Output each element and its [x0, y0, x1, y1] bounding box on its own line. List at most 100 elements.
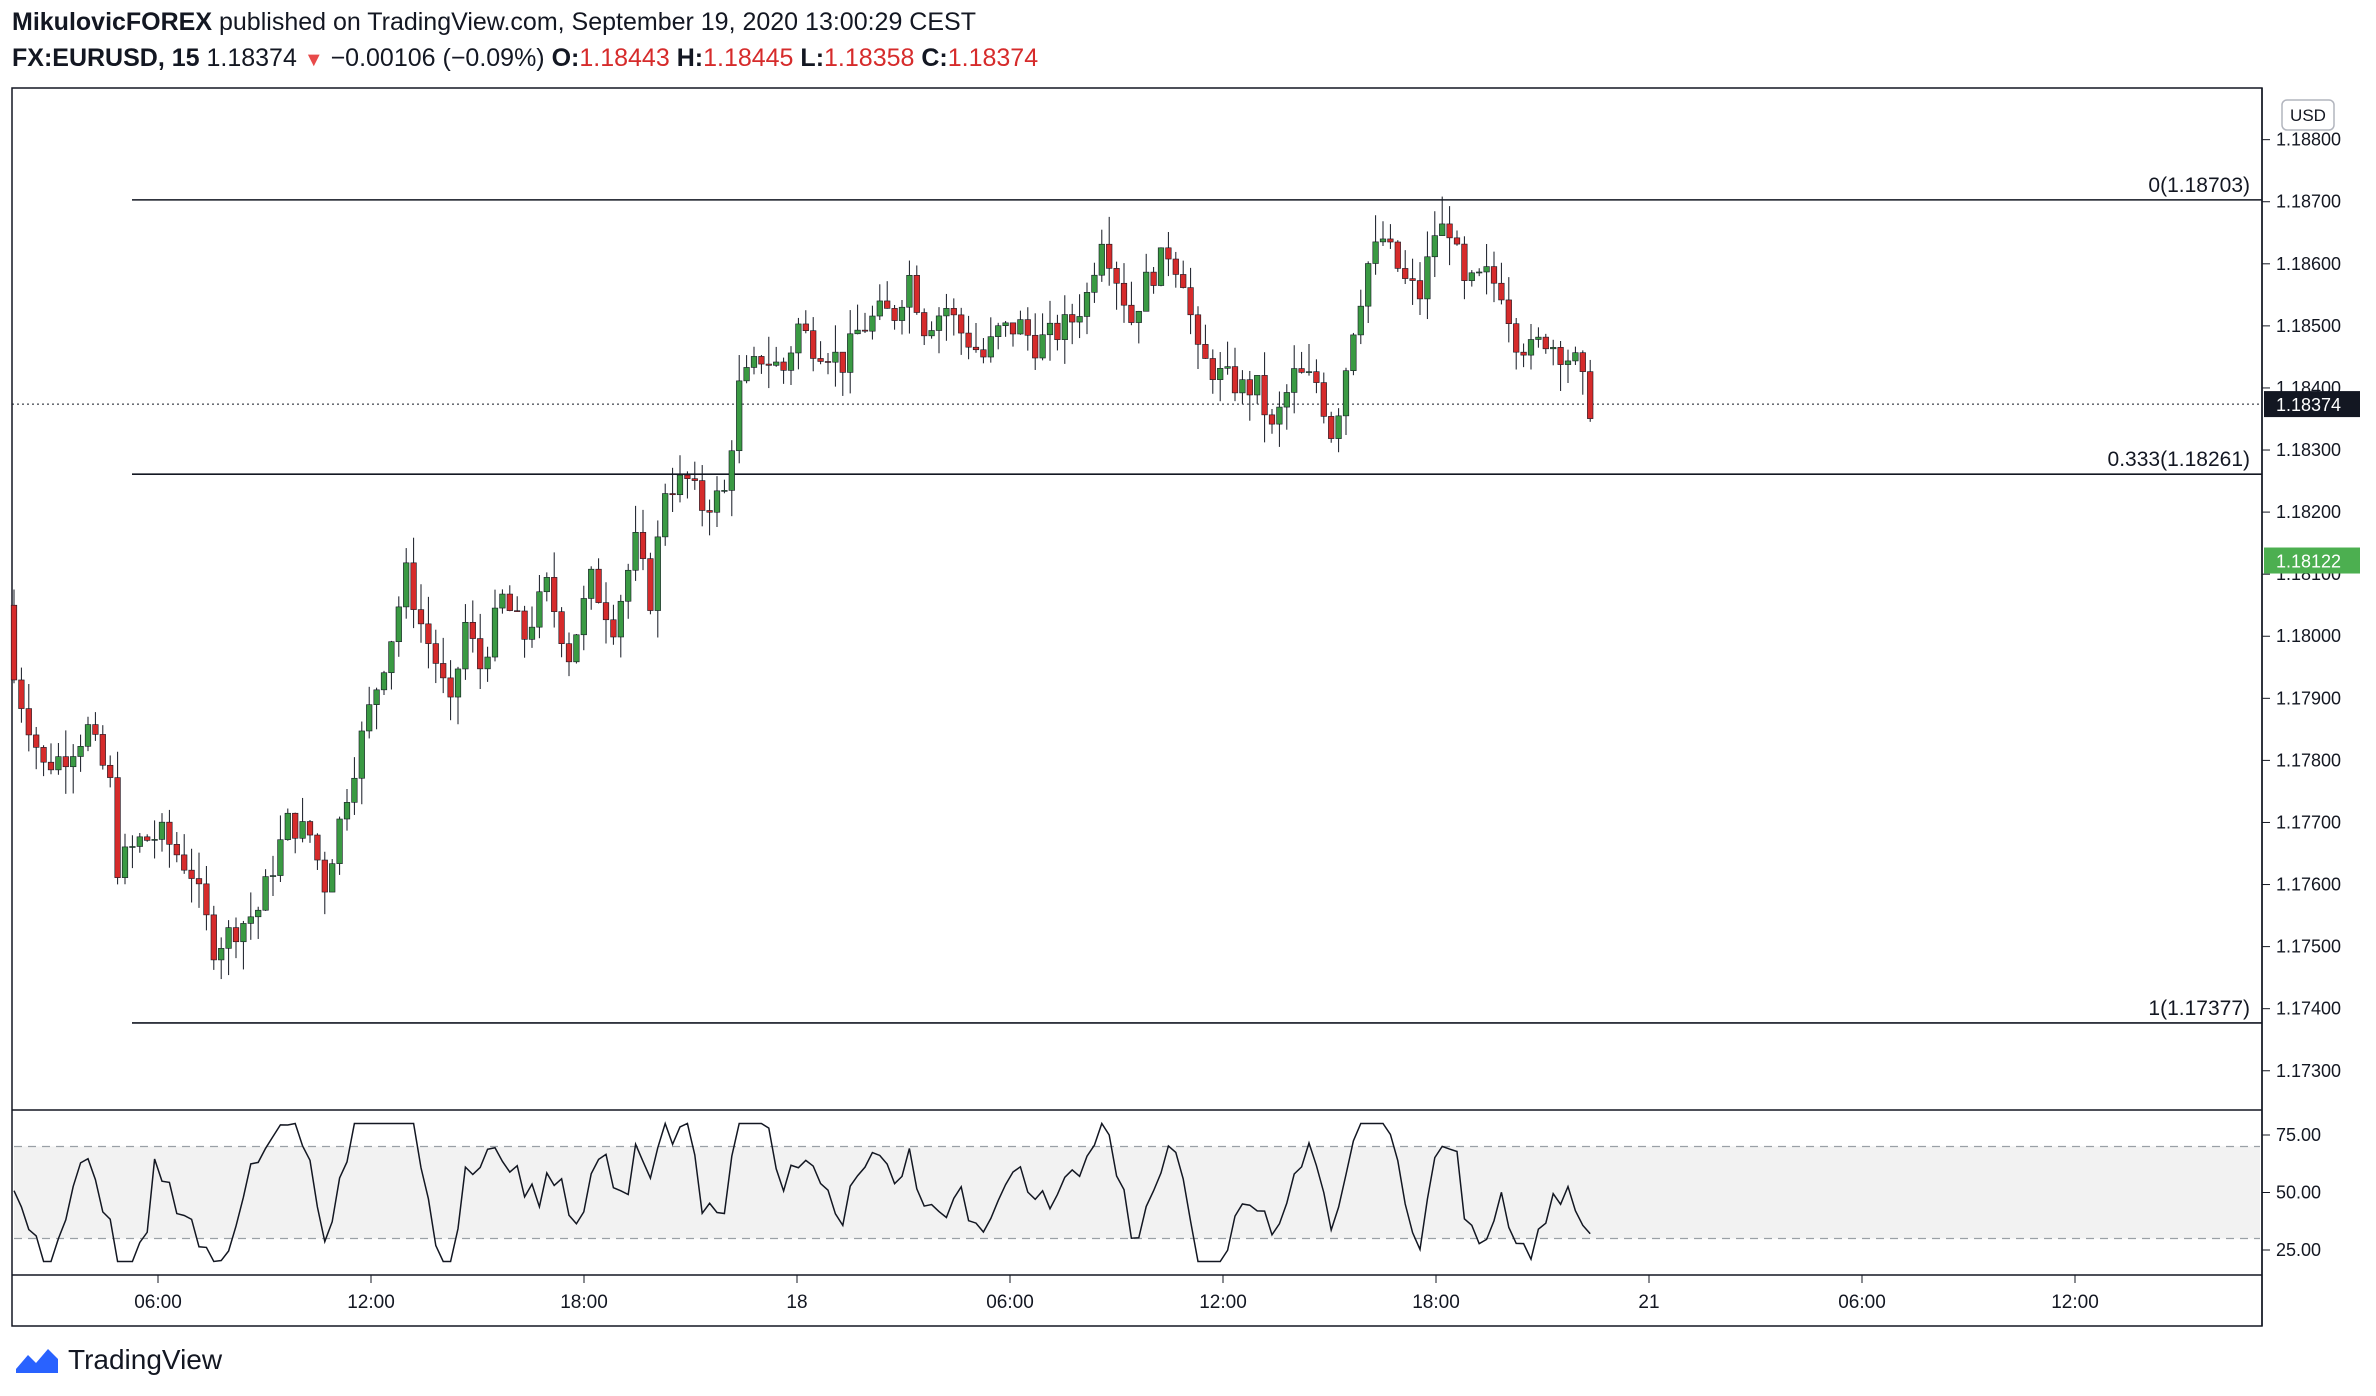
candle-down	[1054, 322, 1061, 340]
candle-up	[1431, 235, 1438, 258]
candle-up	[787, 352, 795, 371]
price-axis[interactable]: 1.17300 1.17400 1.17500 1.17600 1.17700 1.178…	[2262, 130, 2341, 1081]
time-tick-label: 12:00	[2051, 1292, 2099, 1313]
candle-down	[92, 724, 99, 735]
high-value: 1.18445	[703, 44, 794, 72]
time-tick-label: 18:00	[560, 1292, 608, 1313]
down-arrow-icon: ▼	[303, 49, 324, 71]
candle-down	[565, 643, 573, 663]
candle-down	[691, 478, 698, 481]
last-price: 1.18374	[206, 44, 297, 72]
candle-up	[1483, 266, 1490, 273]
candle-up	[995, 325, 1002, 337]
fib-level-label: 0.333(1.18261)	[2108, 448, 2250, 471]
price-tick-label: 1.17400	[2276, 999, 2341, 1019]
candle-up	[736, 380, 743, 452]
candle-down	[810, 330, 817, 359]
candle-up	[528, 626, 536, 640]
candle-down	[477, 638, 484, 670]
symbol-header: FX:EURUSD, 15 1.18374 ▼ −0.00106 (−0.09%…	[12, 44, 1038, 73]
candle-up	[1002, 322, 1009, 327]
candle-down	[1113, 268, 1120, 284]
candle-down	[1505, 299, 1512, 324]
candles	[10, 196, 1594, 980]
candle-down	[62, 756, 69, 768]
currency-button[interactable]: USD	[2281, 99, 2335, 131]
candle-down	[440, 663, 447, 679]
candle-up	[121, 846, 129, 878]
rsi-band-fill	[14, 1146, 2260, 1239]
green-price-tag	[2264, 547, 2360, 574]
candle-down	[1009, 322, 1017, 335]
candle-up	[1550, 347, 1557, 350]
time-axis[interactable]: 06:00 12:00 18:00 18 06:00 12:00 18:00 21 06:00 1…	[134, 1275, 2099, 1313]
candle-down	[699, 480, 706, 511]
candle-down	[972, 346, 980, 351]
candle-up	[284, 812, 291, 841]
price-tag-label: 1.18374	[2276, 395, 2341, 415]
candle-up	[1224, 366, 1231, 369]
candle-down	[10, 604, 18, 681]
time-tick-label: 21	[1638, 1292, 1659, 1313]
candle-down	[1416, 280, 1424, 300]
candle-up	[329, 863, 336, 893]
author-name[interactable]: MikulovicFOREX	[12, 8, 213, 36]
candle-up	[1135, 310, 1142, 323]
candle-up	[1076, 316, 1083, 323]
candle-down	[425, 623, 432, 644]
candle-up	[1157, 247, 1165, 286]
candle-up	[299, 821, 306, 839]
price-change: −0.00106 (−0.09%)	[330, 44, 545, 72]
candle-up	[240, 923, 247, 943]
candle-down	[1194, 314, 1202, 345]
chart-frame	[11, 87, 2263, 1327]
price-tick-label: 1.18300	[2276, 440, 2341, 460]
candle-up	[536, 591, 543, 628]
candle-down	[188, 869, 195, 879]
candle-down	[314, 834, 321, 861]
time-tick-label: 12:00	[347, 1292, 395, 1313]
candle-down	[18, 679, 25, 709]
currency-label[interactable]: USD	[2290, 106, 2326, 125]
candle-up	[1365, 263, 1372, 307]
candle-down	[203, 883, 210, 916]
candle-up	[336, 818, 343, 864]
candle-up	[632, 532, 639, 571]
footer-brand-text[interactable]: TradingView	[68, 1344, 223, 1375]
candle-down	[780, 361, 787, 371]
candle-down	[1268, 414, 1276, 425]
candle-down	[47, 761, 55, 771]
candle-down	[1542, 336, 1549, 350]
candle-up	[1061, 314, 1068, 340]
footer-brand[interactable]: TradingView	[14, 1340, 222, 1380]
candle-down	[1106, 243, 1113, 269]
candle-up	[1098, 243, 1105, 276]
price-tick-label: 1.17700	[2276, 812, 2341, 832]
candle-up	[343, 802, 351, 820]
candle-up	[151, 839, 158, 841]
candle-up	[1527, 339, 1535, 356]
price-tick-label: 1.18800	[2276, 130, 2341, 150]
rsi-band: 75.00 50.00 25.00	[14, 1125, 2321, 1260]
candle-up	[869, 315, 876, 332]
candle-up	[573, 634, 580, 663]
candle-up	[1046, 322, 1054, 336]
candle-down	[292, 812, 299, 839]
candle-down	[410, 562, 417, 610]
candle-up	[403, 562, 410, 608]
candle-up	[847, 333, 854, 373]
candle-down	[595, 568, 602, 603]
price-tick-label: 1.18700	[2276, 192, 2341, 212]
candle-down	[1453, 237, 1461, 245]
candle-up	[1091, 274, 1098, 293]
candle-up	[876, 300, 883, 317]
candle-up	[1572, 352, 1579, 362]
currency-button-box[interactable]	[2281, 99, 2335, 131]
candle-down	[306, 821, 314, 836]
candle-up	[987, 336, 994, 358]
time-tick-label: 18	[786, 1292, 807, 1313]
candle-up	[1379, 238, 1387, 243]
candle-down	[417, 609, 425, 625]
candle-down	[639, 532, 647, 559]
